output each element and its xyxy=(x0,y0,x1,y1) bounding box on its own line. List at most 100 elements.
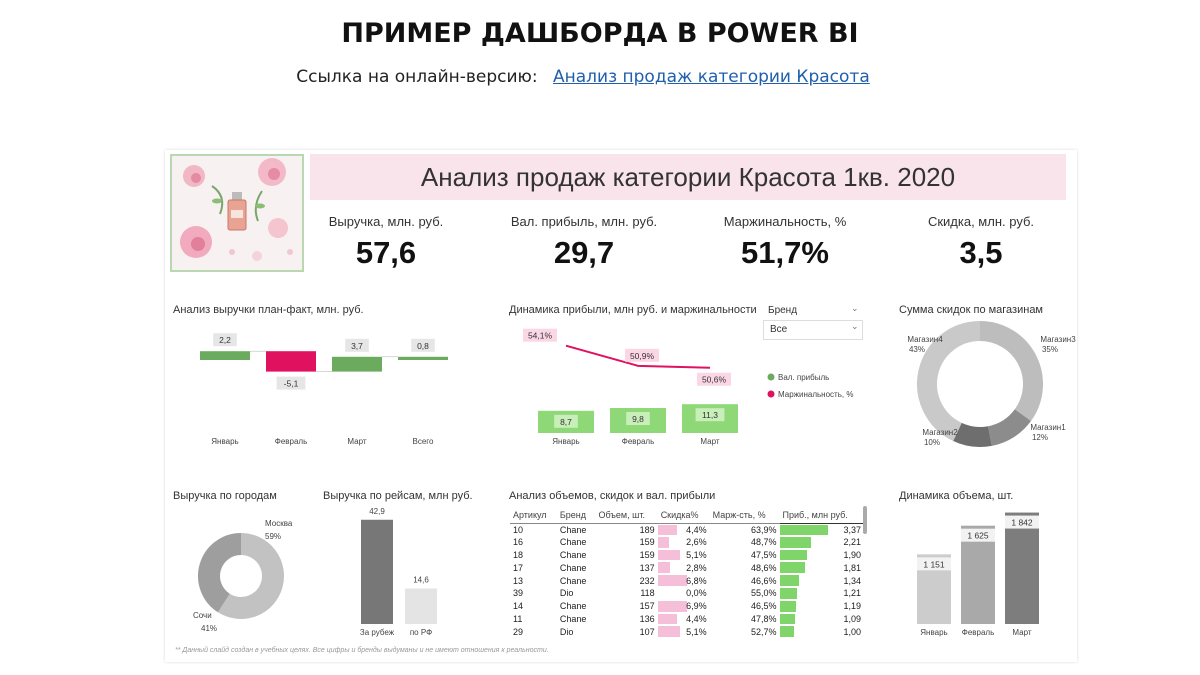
table-row[interactable]: 17 Chane 137 2,8% 48,6% 1,81 xyxy=(510,561,864,574)
volume-x-tick: Март xyxy=(1012,628,1031,637)
profit-data-label-bg xyxy=(554,414,578,428)
cell-text: 232 xyxy=(639,575,655,586)
table-cell: 3,37 xyxy=(779,523,864,536)
cell-text: Dio xyxy=(559,626,574,637)
table-title: Анализ объемов, скидок и вал. прибыли xyxy=(509,490,716,502)
table-cell: 46,6% xyxy=(710,574,780,587)
table-cell: 137 xyxy=(595,561,657,574)
profit-bar xyxy=(779,536,811,548)
cell-text: 5,1% xyxy=(686,549,707,560)
table-cell: 55,0% xyxy=(710,587,780,600)
profit-data-label: 9,8 xyxy=(632,414,644,424)
volume-data-label-bg xyxy=(917,557,951,571)
column-header[interactable]: Объем, шт. xyxy=(595,507,658,524)
shop-legend-name: Магазин4 xyxy=(907,335,943,344)
online-version-link[interactable]: Анализ продаж категории Красота xyxy=(553,67,870,87)
discount-bar xyxy=(657,575,687,586)
city-legend-name: Москва xyxy=(265,519,293,528)
kpi-value: 29,7 xyxy=(553,235,615,270)
table-cell: 159 xyxy=(595,549,657,562)
table-cell: 6,9% xyxy=(657,600,710,613)
profit-bar xyxy=(779,562,806,574)
margin-data-label: 54,1% xyxy=(528,331,553,341)
column-header[interactable]: Бренд xyxy=(556,507,596,524)
cell-text: 47,5% xyxy=(750,549,777,560)
waterfall-chart: 2,2 Январь -5,1 Февраль 3,7 Март 0,8 Всего xyxy=(200,333,448,446)
cell-text: 47,8% xyxy=(750,613,777,624)
chevron-down-icon[interactable]: ⌄ xyxy=(851,321,859,331)
flight-bar xyxy=(405,588,437,624)
column-header[interactable]: Скидка% xyxy=(657,507,710,524)
table-cell: 1,90 xyxy=(779,549,864,562)
table-row[interactable]: 11 Chane 136 4,4% 47,8% 1,09 xyxy=(510,613,864,626)
column-header[interactable]: Марж-сть, % xyxy=(709,507,780,524)
shop-legend-name: Магазин2 xyxy=(922,428,958,437)
kpi-label: Выручка, млн. руб. xyxy=(328,214,444,229)
cell-text: 46,5% xyxy=(750,601,777,612)
table-row[interactable]: 13 Chane 232 6,8% 46,6% 1,34 xyxy=(510,574,864,587)
cities-title: Выручка по городам xyxy=(173,490,277,502)
shop-legend-name: Магазин3 xyxy=(1040,335,1076,344)
cell-text: 1,34 xyxy=(843,575,861,586)
cell-text: 2,6% xyxy=(686,537,707,548)
discount-bar xyxy=(657,549,680,561)
cell-text: 1,90 xyxy=(843,549,861,560)
margin-data-label: 50,9% xyxy=(630,351,655,361)
cell-text: 2,21 xyxy=(843,537,861,548)
discount-bar xyxy=(657,626,680,638)
cell-text: 52,7% xyxy=(750,626,777,637)
cell-text: 4,4% xyxy=(686,613,707,624)
cell-text: Chane xyxy=(559,601,587,612)
table-cell: Chane xyxy=(557,600,596,613)
shop-slice xyxy=(987,408,1031,446)
table-cell: 14 xyxy=(510,600,557,613)
kpi-margin: Маржинальность, % 51,7% xyxy=(685,214,885,271)
brand-slicer[interactable]: Все xyxy=(763,320,863,340)
table-header: Артикул Бренд Объем, шт. Скидка% Марж-сть, %… xyxy=(510,507,864,524)
kpi-label: Вал. прибыль, млн. руб. xyxy=(510,214,658,229)
column-header[interactable]: Приб., млн руб. xyxy=(779,507,864,524)
kpi-value: 3,5 xyxy=(959,235,1003,270)
dashboard-title: Анализ продаж категории Красота 1кв. 202… xyxy=(420,162,956,192)
table-row[interactable]: 29 Dio 107 5,1% 52,7% 1,00 xyxy=(510,625,864,638)
table-row[interactable]: 39 Dio 118 0,0% 55,0% 1,21 xyxy=(510,587,864,600)
table-cell: 107 xyxy=(595,625,657,638)
profit-x-tick: Январь xyxy=(552,437,579,446)
table-scrollbar[interactable] xyxy=(863,506,867,534)
margin-data-label-bg xyxy=(697,372,731,386)
cell-text: 118 xyxy=(640,588,655,599)
table-cell: Chane xyxy=(557,561,596,574)
cell-text: 13 xyxy=(513,575,524,586)
table-row[interactable]: 14 Chane 157 6,9% 46,5% 1,19 xyxy=(510,600,864,613)
column-header[interactable]: Артикул xyxy=(510,507,557,524)
table-cell: 1,81 xyxy=(779,561,864,574)
profit-bar xyxy=(779,549,807,561)
table-cell: Dio xyxy=(557,625,596,638)
cell-text: 4,4% xyxy=(686,524,707,535)
shop-slice xyxy=(979,321,1043,422)
shop-slice xyxy=(917,321,981,441)
shop-legend-pct: 10% xyxy=(924,438,940,447)
waterfall-data-label-bg xyxy=(276,376,306,390)
table-row[interactable]: 18 Chane 159 5,1% 47,5% 1,90 xyxy=(510,549,864,562)
volume-x-tick: Февраль xyxy=(962,628,995,637)
table-row[interactable]: 10 Chane 189 4,4% 63,9% 3,37 xyxy=(510,523,864,536)
table-cell: 18 xyxy=(510,549,557,562)
waterfall-data-label: 0,8 xyxy=(417,341,429,351)
flights-title: Выручка по рейсам, млн руб. xyxy=(323,490,473,502)
volume-data-label-bg xyxy=(961,528,995,542)
table-cell: 47,8% xyxy=(710,613,780,626)
table-cell: 11 xyxy=(510,613,557,626)
table-cell: Chane xyxy=(557,574,596,587)
chevron-down-icon[interactable]: ⌄ xyxy=(851,303,859,313)
cell-text: 1,21 xyxy=(843,588,861,599)
table-cell: 17 xyxy=(510,561,557,574)
profit-bar xyxy=(779,524,828,535)
table-cell: 2,6% xyxy=(657,536,710,549)
kpi-value: 51,7% xyxy=(741,235,829,270)
kpi-gross-profit: Вал. прибыль, млн. руб. 29,7 xyxy=(484,214,684,271)
profit-bar xyxy=(779,613,796,625)
waterfall-bar xyxy=(332,356,382,372)
table-row[interactable]: 16 Chane 159 2,6% 48,7% 2,21 xyxy=(510,536,864,549)
table-cell: 4,4% xyxy=(657,523,710,536)
